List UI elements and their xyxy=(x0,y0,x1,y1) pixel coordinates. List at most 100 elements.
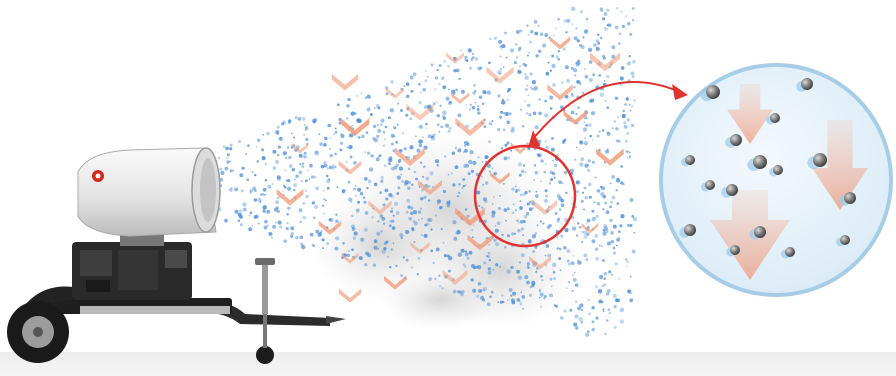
water-droplet xyxy=(510,128,515,133)
water-droplet xyxy=(390,142,394,146)
water-droplet xyxy=(413,170,417,174)
water-droplet xyxy=(407,186,411,190)
water-droplet xyxy=(303,124,306,126)
water-droplet xyxy=(473,265,477,270)
water-droplet xyxy=(628,155,632,158)
water-droplet xyxy=(389,108,394,113)
water-droplet xyxy=(461,290,465,294)
water-droplet xyxy=(615,127,618,130)
water-droplet xyxy=(566,249,571,254)
water-droplet xyxy=(570,172,574,175)
water-droplet xyxy=(407,167,411,171)
water-droplet xyxy=(378,154,382,158)
water-droplet xyxy=(464,265,467,268)
water-droplet xyxy=(550,285,553,288)
water-droplet xyxy=(528,113,532,117)
water-droplet xyxy=(262,187,267,192)
water-droplet xyxy=(384,188,389,193)
water-droplet xyxy=(487,267,491,271)
water-droplet xyxy=(621,84,624,87)
water-droplet xyxy=(525,112,529,115)
water-droplet xyxy=(313,175,317,179)
water-droplet xyxy=(524,75,529,80)
water-droplet xyxy=(632,216,638,222)
water-droplet xyxy=(444,123,450,128)
water-droplet xyxy=(491,167,494,170)
water-droplet xyxy=(572,277,577,282)
water-droplet xyxy=(389,219,393,223)
water-droplet xyxy=(383,247,386,250)
water-droplet xyxy=(468,250,473,255)
water-droplet xyxy=(520,291,523,294)
water-droplet xyxy=(609,182,612,185)
water-droplet xyxy=(416,273,419,276)
water-droplet xyxy=(603,80,606,82)
water-droplet xyxy=(471,56,475,60)
water-droplet xyxy=(544,113,549,118)
water-droplet xyxy=(483,197,487,202)
water-droplet xyxy=(620,214,625,219)
water-droplet xyxy=(472,288,477,293)
water-droplet xyxy=(574,283,579,287)
water-droplet xyxy=(498,207,500,210)
water-droplet xyxy=(555,55,559,59)
water-droplet xyxy=(593,201,596,204)
water-droplet xyxy=(484,181,489,185)
water-droplet xyxy=(515,30,520,34)
water-droplet xyxy=(304,189,307,193)
water-droplet xyxy=(555,27,558,30)
water-droplet xyxy=(514,42,518,46)
water-droplet xyxy=(346,253,351,258)
water-droplet xyxy=(474,57,479,61)
water-droplet xyxy=(581,191,585,194)
water-droplet xyxy=(522,193,526,196)
water-droplet xyxy=(501,44,506,49)
water-droplet xyxy=(377,155,380,158)
water-droplet xyxy=(571,289,574,292)
water-droplet xyxy=(388,162,391,166)
water-droplet xyxy=(601,300,604,304)
water-droplet xyxy=(520,71,523,74)
water-droplet xyxy=(410,266,414,269)
water-droplet xyxy=(631,75,635,79)
water-droplet xyxy=(625,97,629,101)
water-droplet xyxy=(605,291,610,296)
water-droplet xyxy=(580,199,584,203)
dust-particle-icon xyxy=(726,245,740,257)
down-arrow-icon xyxy=(486,66,514,84)
water-droplet xyxy=(608,312,611,314)
water-droplet xyxy=(402,132,404,135)
water-droplet xyxy=(441,287,444,290)
water-droplet xyxy=(393,165,398,170)
water-droplet xyxy=(560,234,564,238)
water-droplet xyxy=(434,76,439,80)
water-droplet xyxy=(287,206,291,210)
water-droplet xyxy=(591,138,594,141)
water-droplet xyxy=(241,166,245,170)
water-droplet xyxy=(468,159,473,165)
water-droplet xyxy=(276,153,280,157)
water-droplet xyxy=(596,134,600,138)
water-droplet xyxy=(548,182,551,185)
water-droplet xyxy=(542,222,545,225)
water-droplet xyxy=(385,197,389,201)
water-droplet xyxy=(543,171,546,174)
water-droplet xyxy=(380,179,384,183)
water-droplet xyxy=(532,250,535,253)
water-droplet xyxy=(620,165,624,168)
water-droplet xyxy=(271,183,274,185)
water-droplet xyxy=(453,69,457,73)
water-droplet xyxy=(464,58,467,62)
water-droplet xyxy=(262,193,265,196)
water-droplet xyxy=(579,140,582,144)
water-droplet xyxy=(524,64,528,67)
water-droplet xyxy=(275,159,280,164)
water-droplet xyxy=(447,101,452,106)
down-arrow-icon xyxy=(383,275,407,290)
water-droplet xyxy=(584,196,588,200)
water-droplet xyxy=(594,176,597,179)
water-droplet xyxy=(553,163,558,168)
water-droplet xyxy=(565,31,568,34)
down-arrow-icon xyxy=(368,200,392,215)
